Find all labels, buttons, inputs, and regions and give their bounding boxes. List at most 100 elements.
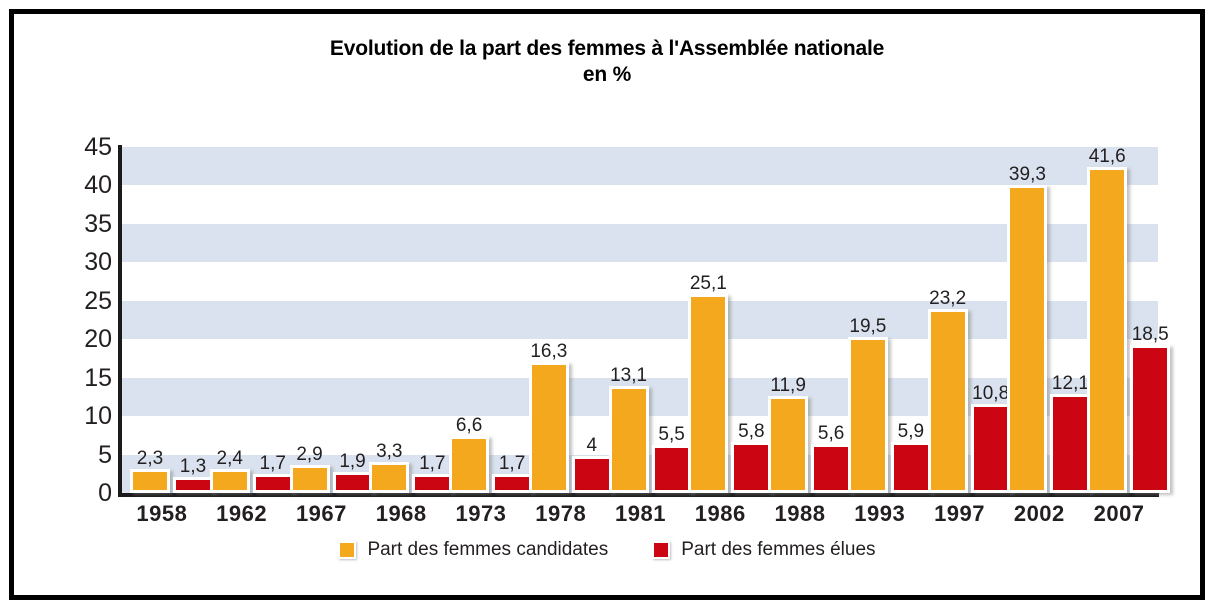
chart-subtitle: en %	[582, 63, 632, 86]
bar-value-label: 2,4	[216, 447, 243, 469]
bar-group: 11,9 5,6	[760, 147, 852, 493]
bar-value-label: 18,5	[1131, 323, 1169, 345]
legend-label-candidates: Part des femmes candidates	[367, 539, 609, 560]
bar-value-label: 5,8	[738, 421, 765, 443]
bar-candidates[interactable]: 39,3	[1007, 165, 1048, 493]
bar-group: 16,3 4	[521, 147, 612, 493]
bar-candidates[interactable]: 2,4	[209, 449, 250, 493]
bar-value-label: 12,1	[1051, 372, 1089, 394]
x-tick-label: 1986	[694, 501, 746, 526]
legend-item-candidates: Part des femmes candidates	[338, 539, 608, 561]
bar-value-label: 5,5	[658, 423, 685, 445]
bar-value-label: 2,9	[296, 443, 323, 465]
bar-value-label: 1,9	[339, 451, 366, 473]
y-tick-label: 15	[84, 363, 112, 392]
bar-elues[interactable]: 1,7	[492, 454, 533, 493]
bar-elues[interactable]: 18,5	[1130, 325, 1171, 493]
bar-value-label: 1,7	[419, 452, 446, 474]
background-band	[118, 223, 1158, 263]
bar-value-label: 11,9	[770, 374, 806, 396]
chart-title: Evolution de la part des femmes à l'Asse…	[14, 36, 1200, 88]
bar-candidates[interactable]: 6,6	[449, 416, 490, 493]
bar-group: 25,1 5,8	[680, 147, 772, 493]
chart-legend: Part des femmes candidates Part des femm…	[14, 539, 1200, 561]
legend-item-elues: Part des femmes élues	[652, 539, 876, 561]
x-tick-label: 1981	[615, 501, 666, 526]
x-tick-label: 1997	[934, 501, 986, 526]
bar-value-label: 1,3	[179, 456, 207, 478]
y-tick-label: 35	[84, 209, 112, 238]
bar-value-label: 6,6	[455, 415, 483, 437]
bar-value-label: 23,2	[929, 287, 967, 309]
bar-value-label: 39,3	[1008, 163, 1046, 185]
bar-value-label: 5,6	[817, 422, 845, 444]
y-tick-label: 20	[84, 325, 112, 354]
bar-value-label: 19,5	[849, 316, 887, 338]
y-tick-label: 25	[84, 286, 112, 315]
x-tick-label: 1988	[774, 501, 826, 526]
bar-elues[interactable]: 5,8	[731, 422, 772, 493]
bar-group: 19,5 5,9	[840, 147, 931, 493]
bar-elues[interactable]: 5,6	[811, 424, 852, 493]
x-tick-label: 1973	[455, 501, 507, 526]
x-tick-label: 2007	[1093, 501, 1145, 526]
x-tick-label: 1962	[216, 501, 268, 526]
y-tick-label: 30	[84, 248, 112, 277]
bar-value-label: 2,3	[136, 448, 164, 470]
bar-value-label: 1,7	[259, 452, 286, 474]
bar-candidates[interactable]: 2,9	[289, 445, 330, 493]
bar-group: 13,1 5,5	[601, 147, 692, 493]
bar-group: 2,9 1,9	[282, 147, 373, 493]
x-tick-label: 1968	[375, 501, 427, 526]
bar-group: 41,6 18,5	[1079, 147, 1171, 493]
chart-title-main: Evolution de la part des femmes à l'Asse…	[329, 37, 885, 60]
bar-group: 23,2 10,8	[920, 147, 1011, 493]
bar-value-label: 3,3	[376, 440, 403, 462]
bar-elues[interactable]: 1,7	[412, 454, 453, 493]
bar-value-label: 41,6	[1088, 146, 1126, 168]
x-axis-line	[118, 493, 1159, 497]
bar-group: 3,3 1,7	[361, 147, 453, 493]
x-tick-label: 1993	[854, 501, 906, 526]
y-axis-tick-labels: 45 40 35 30 25 20 15 10 5 0	[54, 135, 112, 506]
background-band	[118, 147, 1158, 186]
bar-candidates[interactable]: 13,1	[608, 366, 649, 493]
legend-swatch-elues-icon	[652, 541, 671, 559]
x-tick-label: 2002	[1013, 501, 1065, 526]
bar-candidates[interactable]: 19,5	[847, 317, 888, 493]
bar-value-label: 13,1	[610, 365, 648, 387]
x-axis-tick-labels: 1958 1962 1967 1968 1973 1978 1981 1986 1988 1993…	[122, 501, 1159, 527]
bar-value-label: 10,8	[972, 382, 1010, 404]
background-band	[118, 300, 1158, 340]
bar-candidates[interactable]: 3,3	[369, 442, 410, 493]
bar-candidates[interactable]: 41,6	[1087, 147, 1128, 493]
y-axis-line	[118, 145, 122, 495]
bar-value-label: 4	[586, 435, 598, 457]
y-tick-label: 5	[98, 440, 112, 469]
y-tick-label: 10	[84, 402, 112, 431]
bar-value-label: 1,7	[498, 452, 526, 474]
bar-elues[interactable]: 10,8	[970, 384, 1011, 493]
bar-elues[interactable]: 1,7	[252, 454, 293, 493]
bar-candidates[interactable]: 23,2	[927, 289, 968, 493]
y-tick-label: 0	[98, 479, 112, 507]
x-tick-label: 1967	[295, 501, 347, 526]
bar-value-label: 5,9	[897, 420, 925, 442]
bar-candidates[interactable]: 11,9	[768, 376, 809, 493]
chart-frame: Evolution de la part des femmes à l'Asse…	[9, 9, 1205, 600]
y-tick-label: 40	[84, 171, 112, 200]
bar-value-label: 16,3	[530, 340, 568, 362]
legend-swatch-candidates-icon	[338, 541, 357, 559]
bar-candidates[interactable]: 16,3	[528, 342, 569, 493]
bar-group: 2,4 1,7	[202, 147, 293, 493]
bar-candidates[interactable]: 25,1	[688, 274, 729, 493]
bar-group: 39,3 12,1	[999, 147, 1091, 493]
x-tick-label: 1978	[535, 501, 587, 526]
bar-group: 2,3 1,3	[122, 147, 213, 493]
legend-label-elues: Part des femmes élues	[681, 539, 876, 560]
y-tick-label: 45	[84, 133, 112, 161]
bar-value-label: 25,1	[689, 273, 727, 295]
bar-group: 6,6 1,7	[441, 147, 533, 493]
bar-groups: 2,3 1,3 2,4 1,7 2,9 1,9 3,3 1,7 6,6 1,7 16,3 4 13,1 5…	[122, 147, 1171, 493]
bar-candidates[interactable]: 2,3	[130, 449, 170, 493]
